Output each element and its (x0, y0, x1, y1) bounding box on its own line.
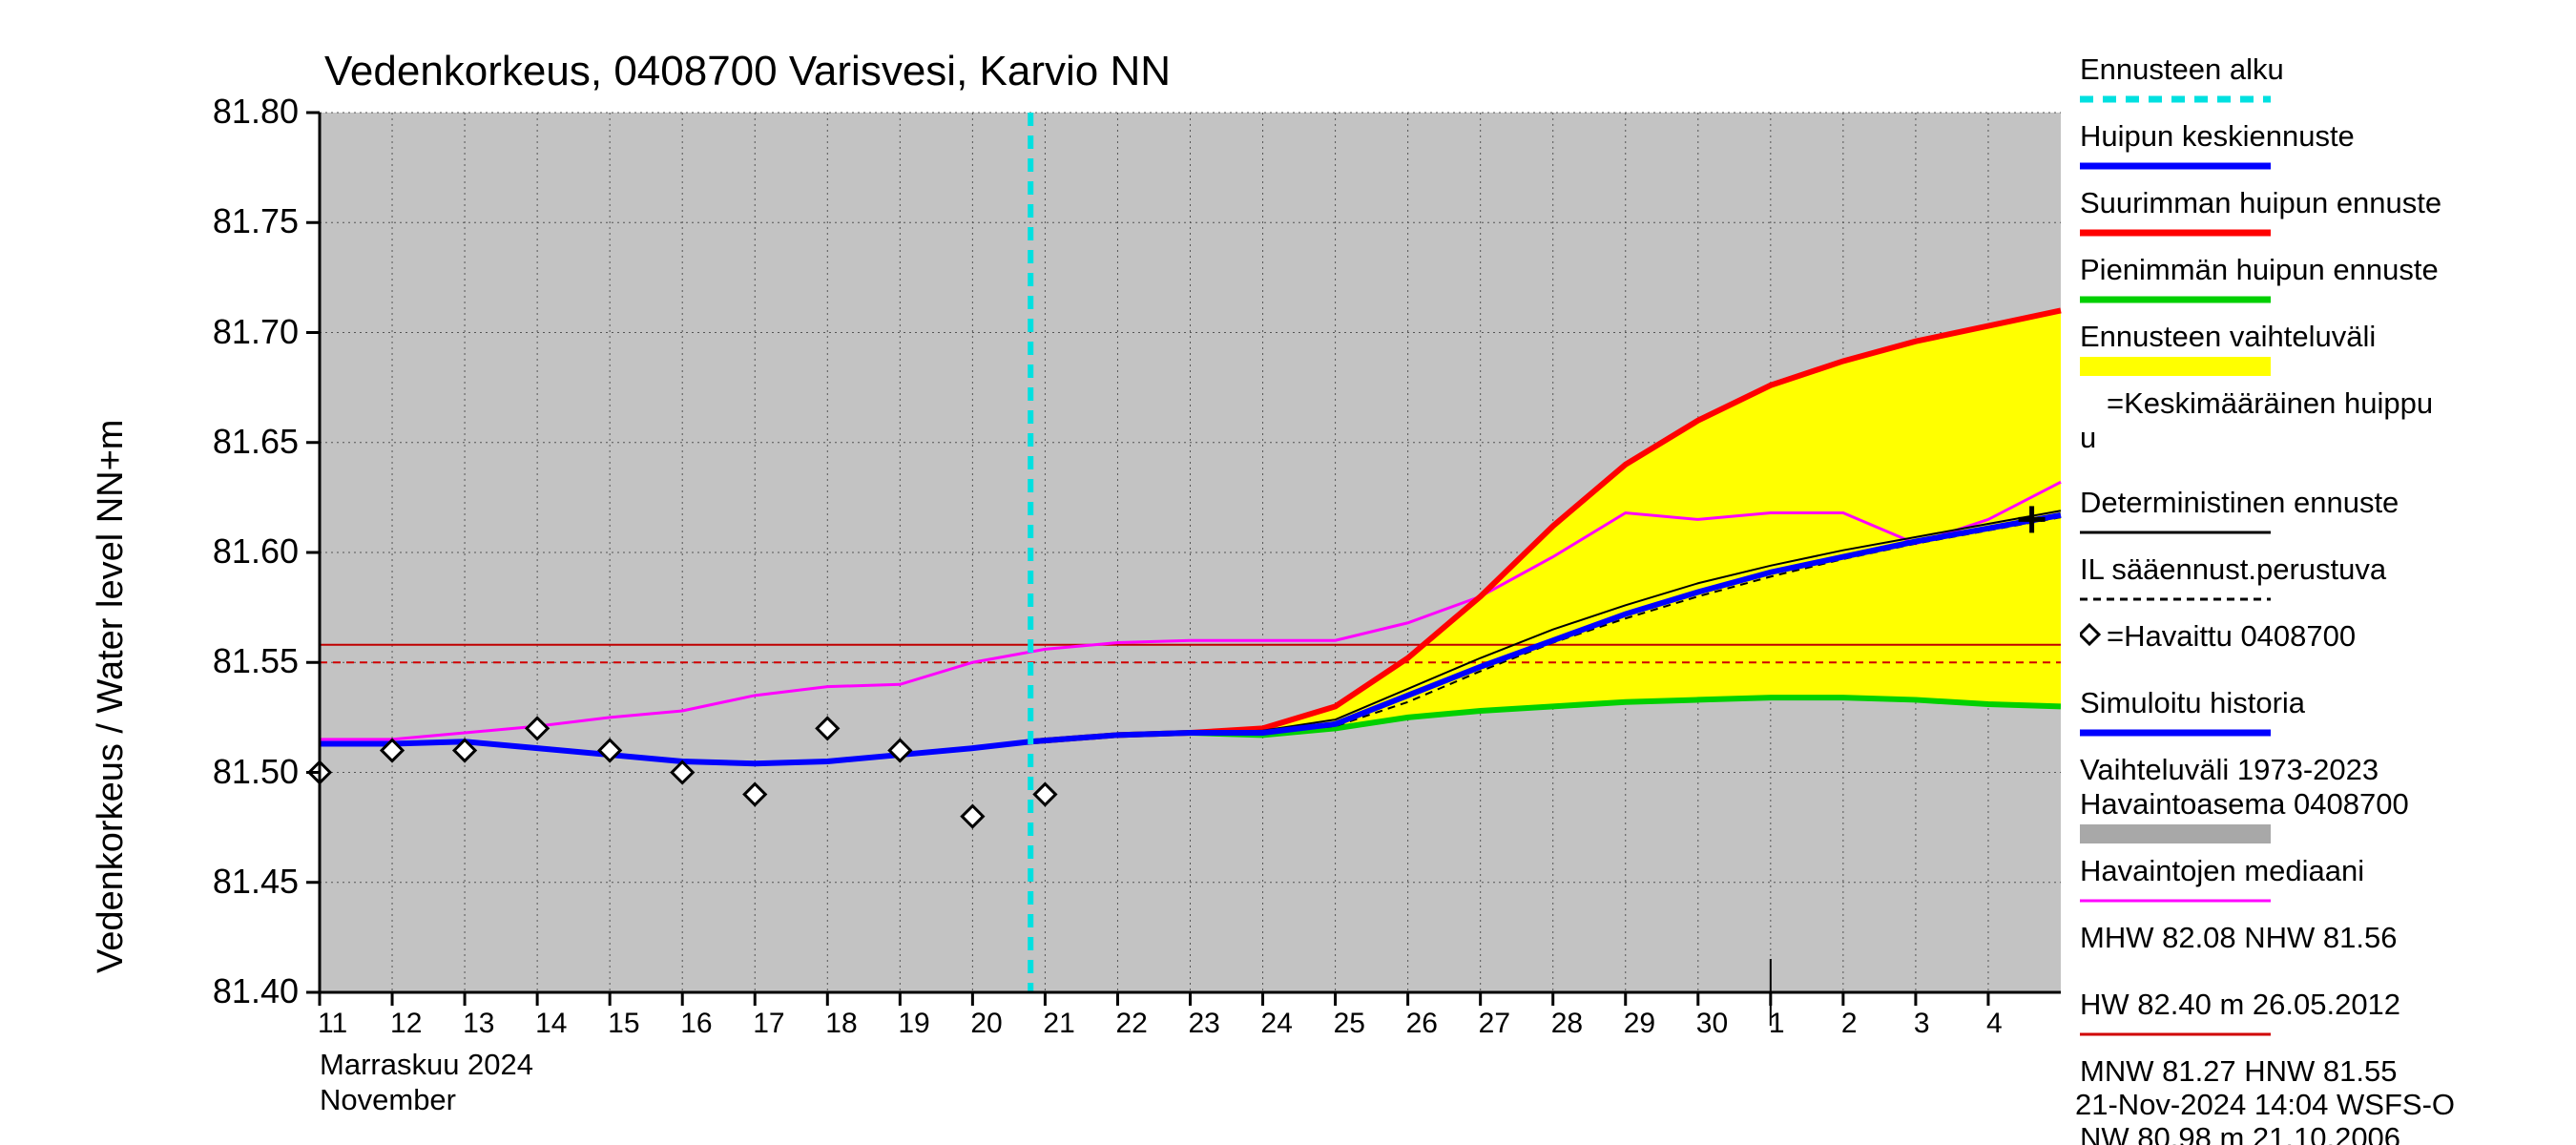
legend-label: NW 80.98 m 21.10.2006 (2080, 1121, 2400, 1145)
x-tick-label: 22 (1115, 1008, 1147, 1040)
legend-item-mnw: MNW 81.27 HNW 81.55 (2080, 1054, 2398, 1089)
x-tick-label: 29 (1624, 1008, 1655, 1040)
y-tick-label: 81.80 (213, 92, 299, 132)
legend-item-avg_peak: =Keskimääräinen huippu (2080, 386, 2433, 421)
x-tick-label: 13 (463, 1008, 494, 1040)
x-tick-label: 26 (1406, 1008, 1438, 1040)
chart-title: Vedenkorkeus, 0408700 Varisvesi, Karvio … (324, 48, 1171, 95)
legend-item-forecast_start: Ennusteen alku (2080, 52, 2284, 87)
x-tick-label: 28 (1551, 1008, 1583, 1040)
x-tick-label: 19 (898, 1008, 929, 1040)
x-tick-label: 1 (1769, 1008, 1785, 1040)
legend-item-deterministic: Deterministinen ennuste (2080, 486, 2399, 520)
legend-label: IL sääennust.perustuva (2080, 552, 2386, 586)
x-tick-label: 14 (535, 1008, 567, 1040)
y-tick-label: 81.65 (213, 422, 299, 462)
legend-label: Deterministinen ennuste (2080, 486, 2399, 519)
legend-item-mhw: MHW 82.08 NHW 81.56 (2080, 921, 2398, 955)
x-tick-label: 27 (1479, 1008, 1510, 1040)
y-axis-label: Vedenkorkeus / Water level NN+m (91, 420, 132, 973)
legend-item-history: Simuloitu historia (2080, 686, 2305, 720)
x-tick-label: 30 (1696, 1008, 1728, 1040)
legend-label: Ennusteen vaihteluväli (2080, 320, 2376, 353)
legend-label: Ennusteen alku (2080, 52, 2284, 86)
x-tick-label: 11 (318, 1008, 347, 1040)
legend-item-nw: NW 80.98 m 21.10.2006 (2080, 1121, 2400, 1145)
legend-label: Huipun keskiennuste (2080, 119, 2355, 153)
legend-item-avg-peak-cont: u (2080, 421, 2096, 455)
legend-item-peak_mean: Huipun keskiennuste (2080, 119, 2355, 154)
x-tick-label: 18 (825, 1008, 857, 1040)
x-tick-label: 12 (390, 1008, 422, 1040)
x-month-en: November (320, 1083, 456, 1117)
legend-label: Pienimmän huipun ennuste (2080, 253, 2439, 286)
legend-item-peak_max: Suurimman huipun ennuste (2080, 186, 2441, 220)
legend-label: Havaintoasema 0408700 (2080, 787, 2409, 821)
legend-item-observed: =Havaittu 0408700 (2080, 619, 2356, 654)
y-tick-label: 81.55 (213, 641, 299, 681)
legend-label: MNW 81.27 HNW 81.55 (2080, 1054, 2398, 1088)
legend-item-hist_range1: Vaihteluväli 1973-2023 (2080, 753, 2379, 787)
x-tick-label: 4 (1986, 1008, 2003, 1040)
legend-item-median: Havaintojen mediaani (2080, 854, 2364, 888)
y-tick-label: 81.45 (213, 862, 299, 902)
legend-item-hist_range2: Havaintoasema 0408700 (2080, 787, 2409, 822)
legend-item-peak_min: Pienimmän huipun ennuste (2080, 253, 2439, 287)
legend-label: Suurimman huipun ennuste (2080, 186, 2441, 219)
x-tick-label: 24 (1261, 1008, 1293, 1040)
legend-label: Simuloitu historia (2080, 686, 2305, 719)
y-tick-label: 81.75 (213, 201, 299, 241)
chart-container: Vedenkorkeus, 0408700 Varisvesi, Karvio … (0, 0, 2576, 1145)
x-tick-label: 21 (1043, 1008, 1074, 1040)
legend-item-il: IL sääennust.perustuva (2080, 552, 2386, 587)
legend-item-hw: HW 82.40 m 26.05.2012 (2080, 988, 2400, 1022)
y-tick-label: 81.70 (213, 312, 299, 352)
legend-label: HW 82.40 m 26.05.2012 (2080, 988, 2400, 1021)
x-tick-label: 17 (753, 1008, 784, 1040)
x-tick-label: 15 (608, 1008, 639, 1040)
legend-label: Havaintojen mediaani (2080, 854, 2364, 887)
x-month-fi: Marraskuu 2024 (320, 1048, 533, 1082)
timestamp: 21-Nov-2024 14:04 WSFS-O (2075, 1088, 2455, 1122)
x-tick-label: 2 (1841, 1008, 1858, 1040)
legend-label: MHW 82.08 NHW 81.56 (2080, 921, 2398, 954)
x-tick-label: 3 (1914, 1008, 1930, 1040)
y-tick-label: 81.60 (213, 531, 299, 572)
legend-item-range: Ennusteen vaihteluväli (2080, 320, 2376, 354)
x-tick-label: 25 (1334, 1008, 1365, 1040)
x-tick-label: 23 (1189, 1008, 1220, 1040)
x-tick-label: 16 (680, 1008, 712, 1040)
y-tick-label: 81.50 (213, 752, 299, 792)
x-tick-label: 20 (970, 1008, 1002, 1040)
y-tick-label: 81.40 (213, 971, 299, 1011)
legend-label: Vaihteluväli 1973-2023 (2080, 753, 2379, 786)
